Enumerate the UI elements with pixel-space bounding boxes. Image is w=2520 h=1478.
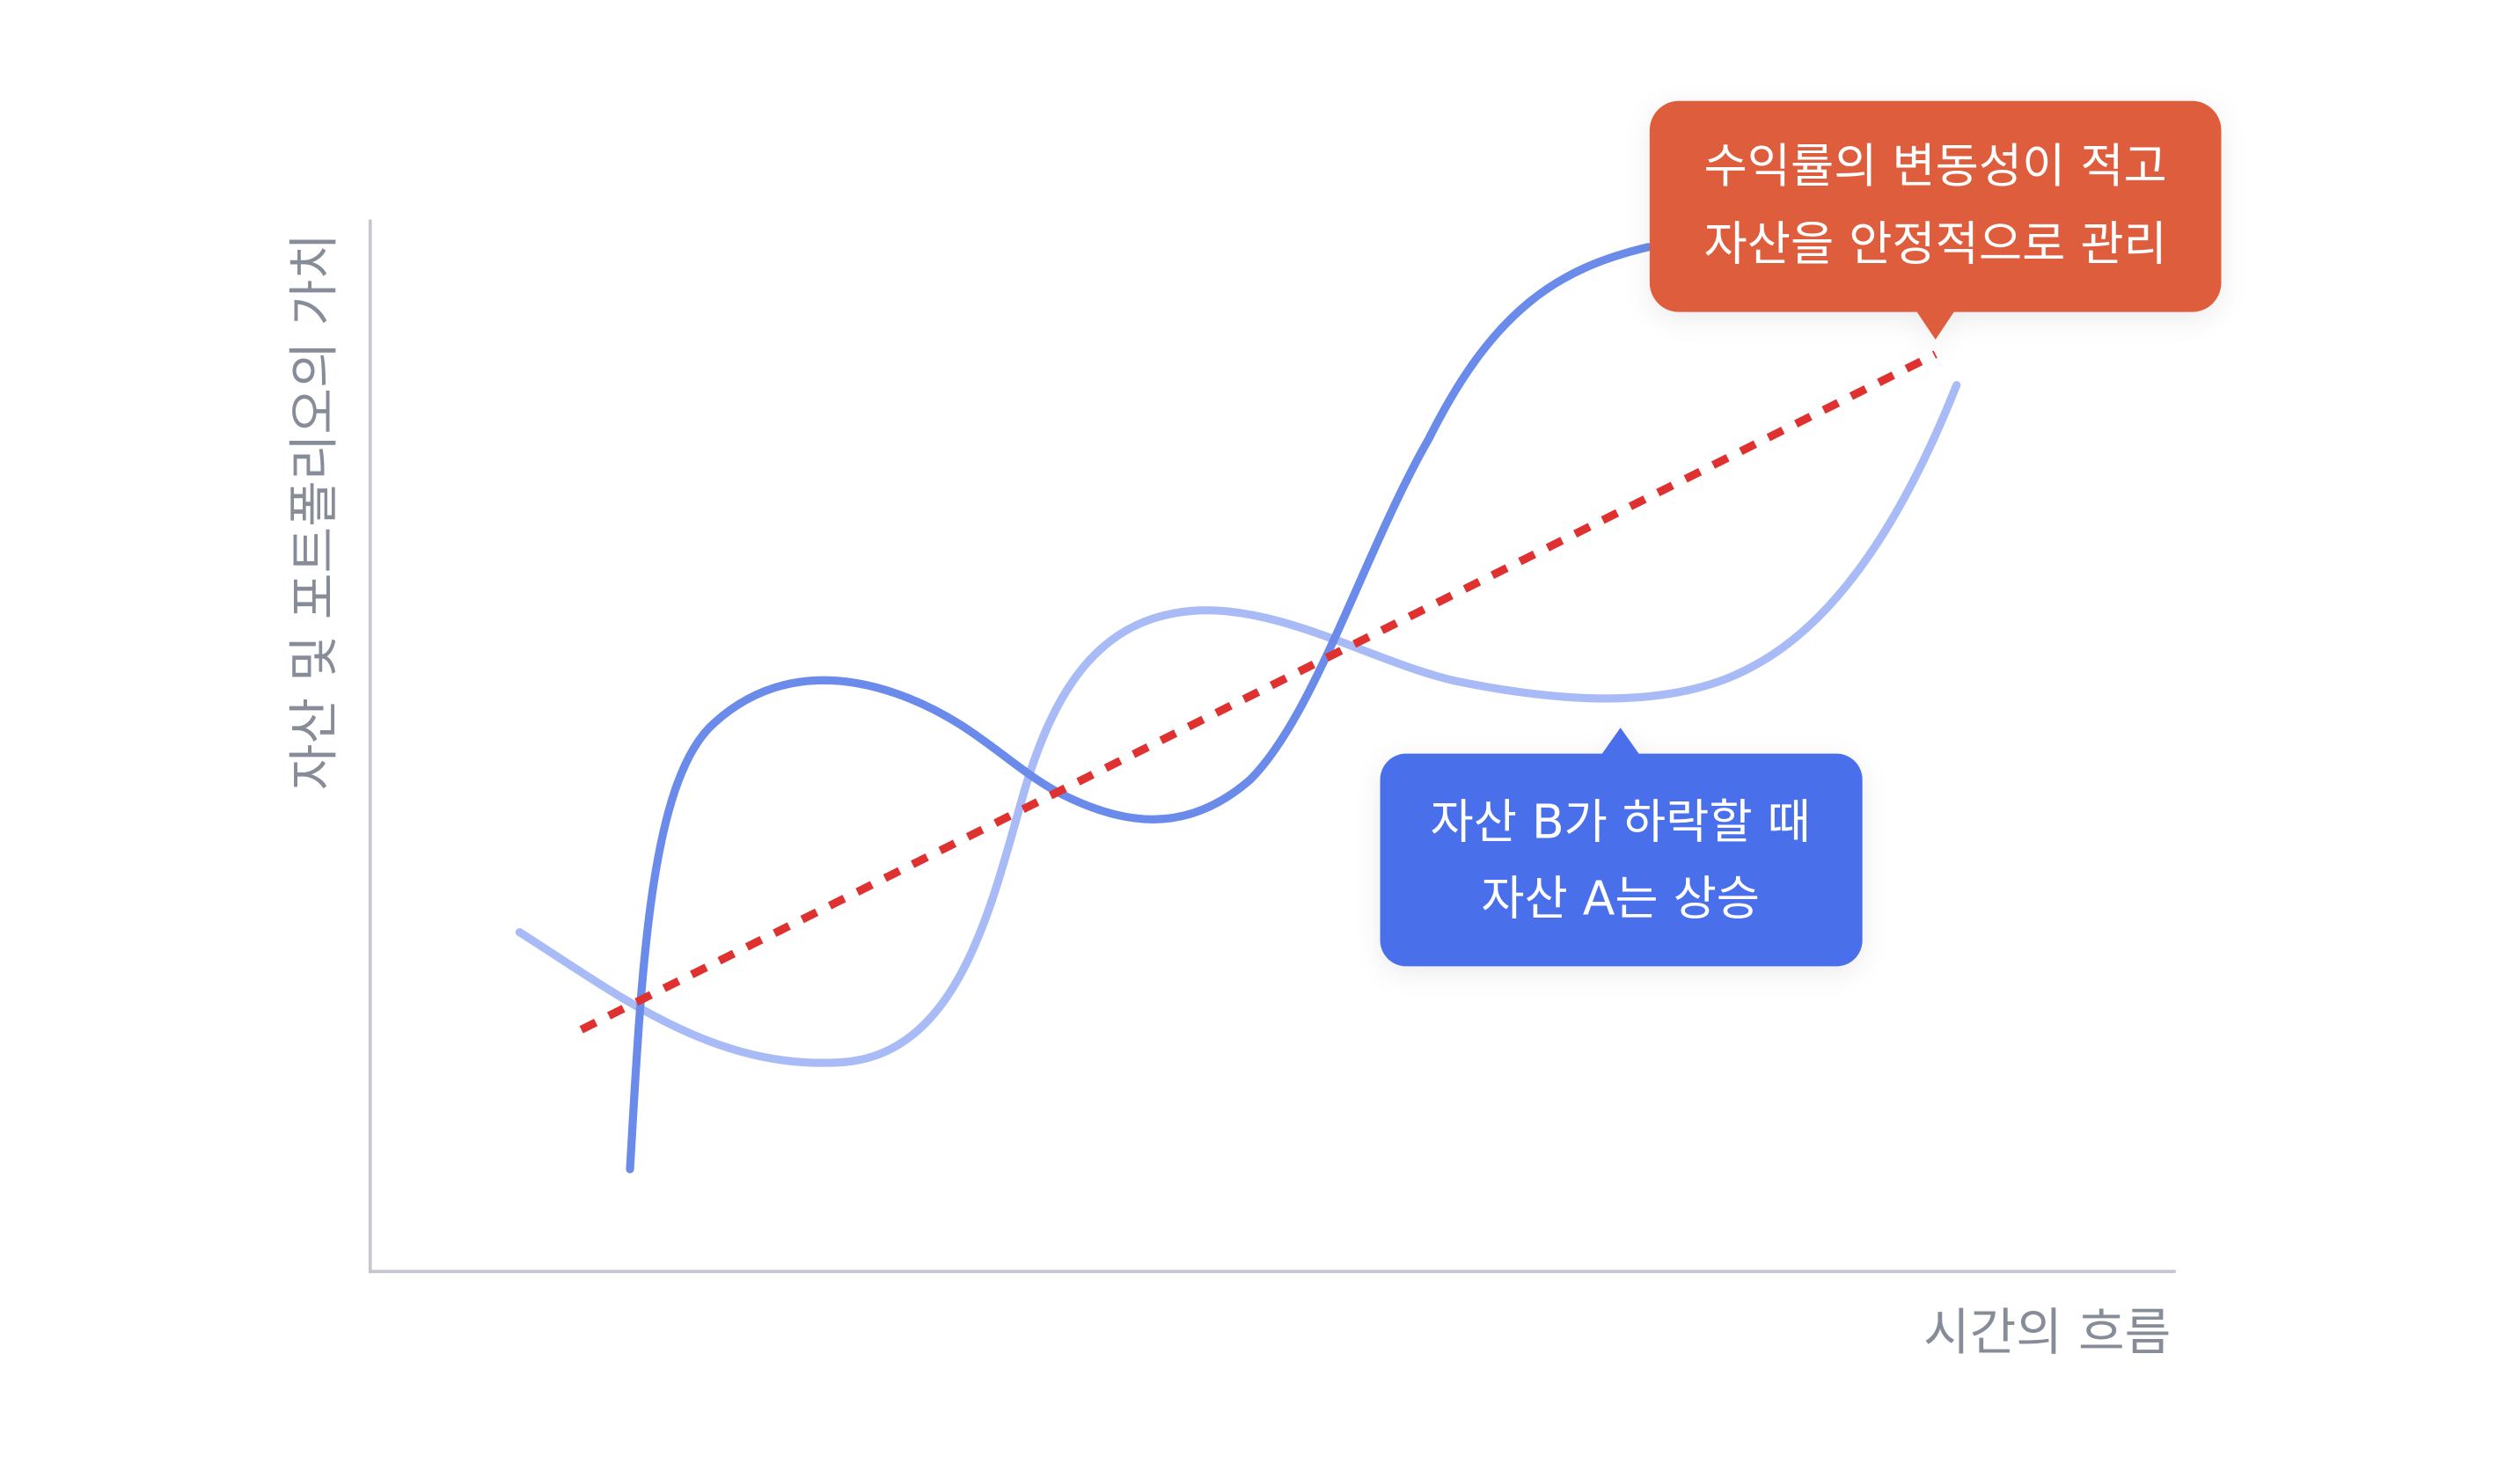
portfolio-trend-line	[579, 350, 1938, 1034]
stable-callout-line-1: 수익률의 변동성이 적고	[1704, 138, 2167, 194]
asset-b-callout-line-2: 자산 A는 상승	[1481, 870, 1760, 926]
y-axis-label: 자산 및 포트폴리오의 가치	[285, 233, 343, 790]
stable-callout	[1649, 100, 2222, 340]
asset-a-curve	[626, 243, 1652, 1174]
asset-b-callout-line-1: 자산 B가 하락할 때	[1431, 794, 1811, 850]
asset-b-curve	[515, 381, 1961, 1067]
asset-b-callout	[1380, 728, 1863, 967]
x-axis-label: 시간의 흐름	[1923, 1304, 2171, 1362]
stable-callout-line-2: 자산을 안정적으로 관리	[1704, 216, 2167, 272]
